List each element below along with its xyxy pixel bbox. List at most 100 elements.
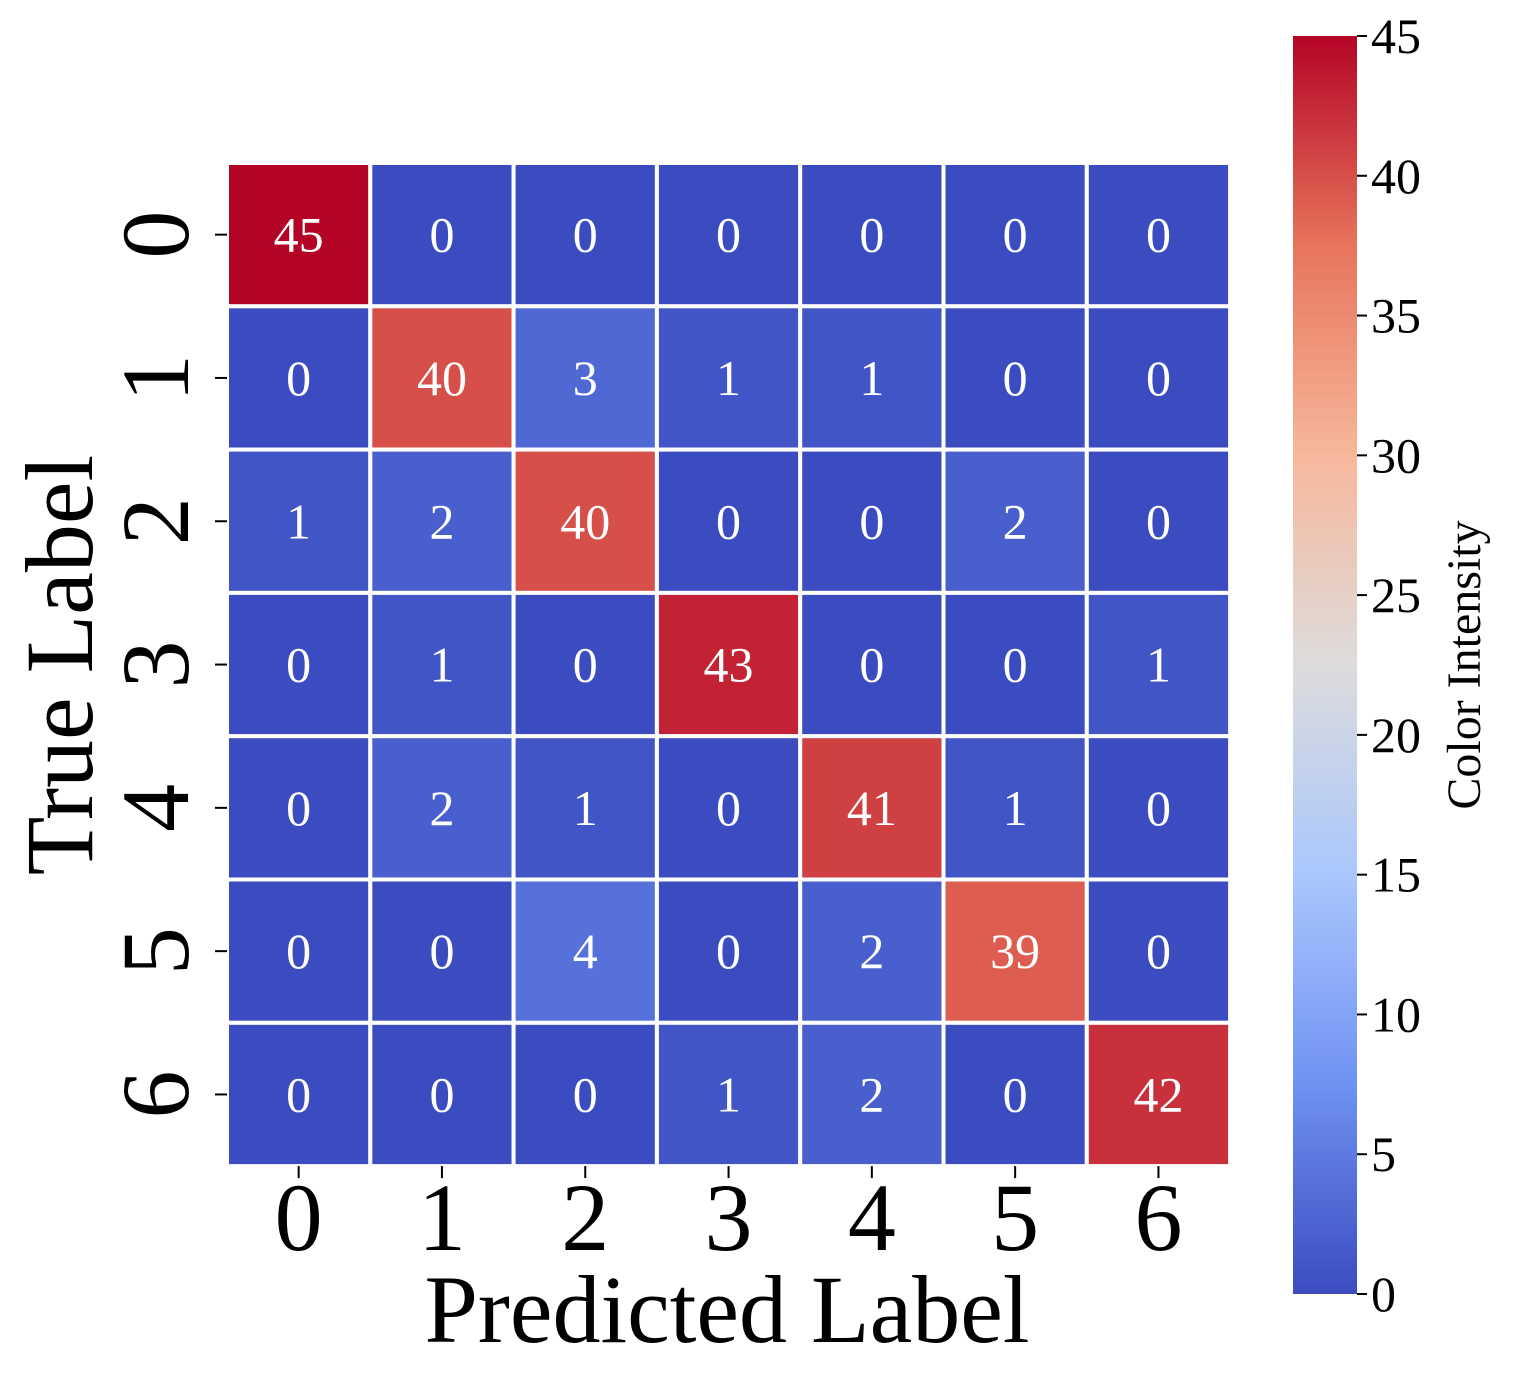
cell-value-label: 1 (286, 493, 311, 549)
y-tick-label: 0 (102, 211, 209, 259)
heatmap-cell (798, 1020, 946, 1169)
colorbar-tick-label: 5 (1371, 1126, 1396, 1182)
heatmap-cell (654, 1020, 803, 1169)
x-tick-label: 1 (418, 1164, 466, 1271)
cell-value-label: 1 (1146, 637, 1171, 693)
cell-value-label: 0 (573, 207, 598, 263)
colorbar-ticks: 0 5 10 15 20 25 30 35 40 45 (1357, 8, 1421, 1322)
cell-value-label: 0 (716, 923, 741, 979)
cell-value-label: 0 (859, 493, 884, 549)
heatmap-cell (941, 590, 1089, 739)
cell-value-label: 0 (1146, 493, 1171, 549)
cell-value-label: 40 (417, 350, 467, 406)
y-tick-label: 3 (102, 641, 209, 689)
y-axis-label: True Label (6, 455, 113, 875)
cell-value-label: 2 (429, 493, 454, 549)
colorbar-tick-label: 25 (1371, 567, 1421, 623)
cell-value-label: 0 (286, 780, 311, 836)
cell-value-label: 45 (274, 207, 324, 263)
heatmap-cell (654, 447, 803, 595)
heatmap-cell (941, 161, 1089, 309)
cell-value-label: 0 (716, 207, 741, 263)
cell-value-label: 0 (716, 780, 741, 836)
y-tick-label: 1 (102, 354, 209, 402)
colorbar-tick-label: 35 (1371, 288, 1421, 344)
cell-value-label: 0 (429, 207, 454, 263)
cell-value-label: 1 (1003, 780, 1028, 836)
heatmap-cell (368, 877, 516, 1025)
x-tick-label: 3 (705, 1164, 753, 1271)
cell-value-label: 1 (573, 780, 598, 836)
cell-value-label: 0 (429, 923, 454, 979)
colorbar-tick-label: 0 (1371, 1266, 1396, 1322)
heatmap-cell (1084, 1020, 1233, 1169)
heatmap-cell (1084, 877, 1233, 1025)
y-tick-label: 4 (102, 784, 209, 832)
heatmap-cell (941, 1020, 1089, 1169)
heatmap-cell (1084, 447, 1233, 595)
cell-value-label: 0 (1003, 637, 1028, 693)
cell-value-label: 39 (990, 923, 1040, 979)
heatmap-cell (798, 304, 946, 452)
cell-value-label: 1 (716, 1066, 741, 1122)
colorbar-tick-label: 20 (1371, 707, 1421, 763)
cell-value-label: 0 (716, 493, 741, 549)
cell-value-label: 0 (1003, 207, 1028, 263)
heatmap-cell (368, 447, 516, 595)
x-tick-label: 6 (1134, 1164, 1182, 1271)
heatmap-cell (798, 447, 946, 595)
colorbar-tick-label: 40 (1371, 148, 1421, 204)
heatmap-cell (368, 161, 516, 309)
heatmap-cell (511, 1020, 659, 1169)
colorbar-label: Color Intensity (1438, 520, 1491, 809)
heatmap-cell (368, 590, 516, 739)
colorbar-tick-label: 45 (1371, 8, 1421, 64)
cell-value-label: 0 (286, 923, 311, 979)
cell-value-label: 0 (1146, 923, 1171, 979)
y-axis-ticks: 0 1 2 3 4 5 6 (102, 211, 227, 1118)
heatmap-cell (511, 447, 659, 595)
cell-value-label: 2 (859, 923, 884, 979)
cell-value-label: 0 (286, 350, 311, 406)
cell-value-label: 40 (560, 493, 610, 549)
heatmap-cell (225, 590, 373, 739)
heatmap-cell (225, 877, 373, 1025)
cell-value-label: 4 (573, 923, 598, 979)
y-tick-label: 6 (102, 1070, 209, 1118)
y-tick-label: 5 (102, 927, 209, 975)
colorbar-tick-label: 10 (1371, 986, 1421, 1042)
cell-value-label: 1 (716, 350, 741, 406)
cell-value-label: 3 (573, 350, 598, 406)
cell-value-label: 0 (573, 637, 598, 693)
heatmap-cell (1084, 590, 1233, 739)
cell-value-label: 42 (1133, 1066, 1183, 1122)
cell-labels: 45 0 0 0 0 0 00 40 3 1 1 0 01 2 40 0 0 2 00 1 0 43 0 0 10 2 1 0 41 1 0… (274, 207, 1184, 1123)
colorbar-tick-label: 30 (1371, 427, 1421, 483)
cell-value-label: 43 (704, 637, 754, 693)
cell-value-label: 41 (847, 780, 897, 836)
cell-value-label: 2 (859, 1066, 884, 1122)
x-tick-label: 5 (991, 1164, 1039, 1271)
cell-value-label: 0 (286, 1066, 311, 1122)
heatmap-cell (225, 734, 373, 882)
x-axis-label: Predicted Label (424, 1256, 1029, 1363)
x-tick-label: 2 (561, 1164, 609, 1271)
cell-value-label: 0 (573, 1066, 598, 1122)
y-tick-label: 2 (102, 497, 209, 545)
heatmap-cell (511, 304, 659, 452)
cell-value-label: 0 (429, 1066, 454, 1122)
cell-value-label: 0 (286, 637, 311, 693)
x-tick-label: 0 (275, 1164, 323, 1271)
cell-value-label: 2 (1003, 493, 1028, 549)
heatmap-cell (941, 447, 1089, 595)
cell-value-label: 0 (1146, 350, 1171, 406)
cell-value-label: 0 (1003, 1066, 1028, 1122)
cell-value-label: 0 (1003, 350, 1028, 406)
x-tick-label: 4 (848, 1164, 896, 1271)
cell-value-label: 0 (1146, 207, 1171, 263)
heatmap-cell (1084, 304, 1233, 452)
cell-value-label: 0 (859, 207, 884, 263)
colorbar-gradient (1293, 36, 1357, 1294)
